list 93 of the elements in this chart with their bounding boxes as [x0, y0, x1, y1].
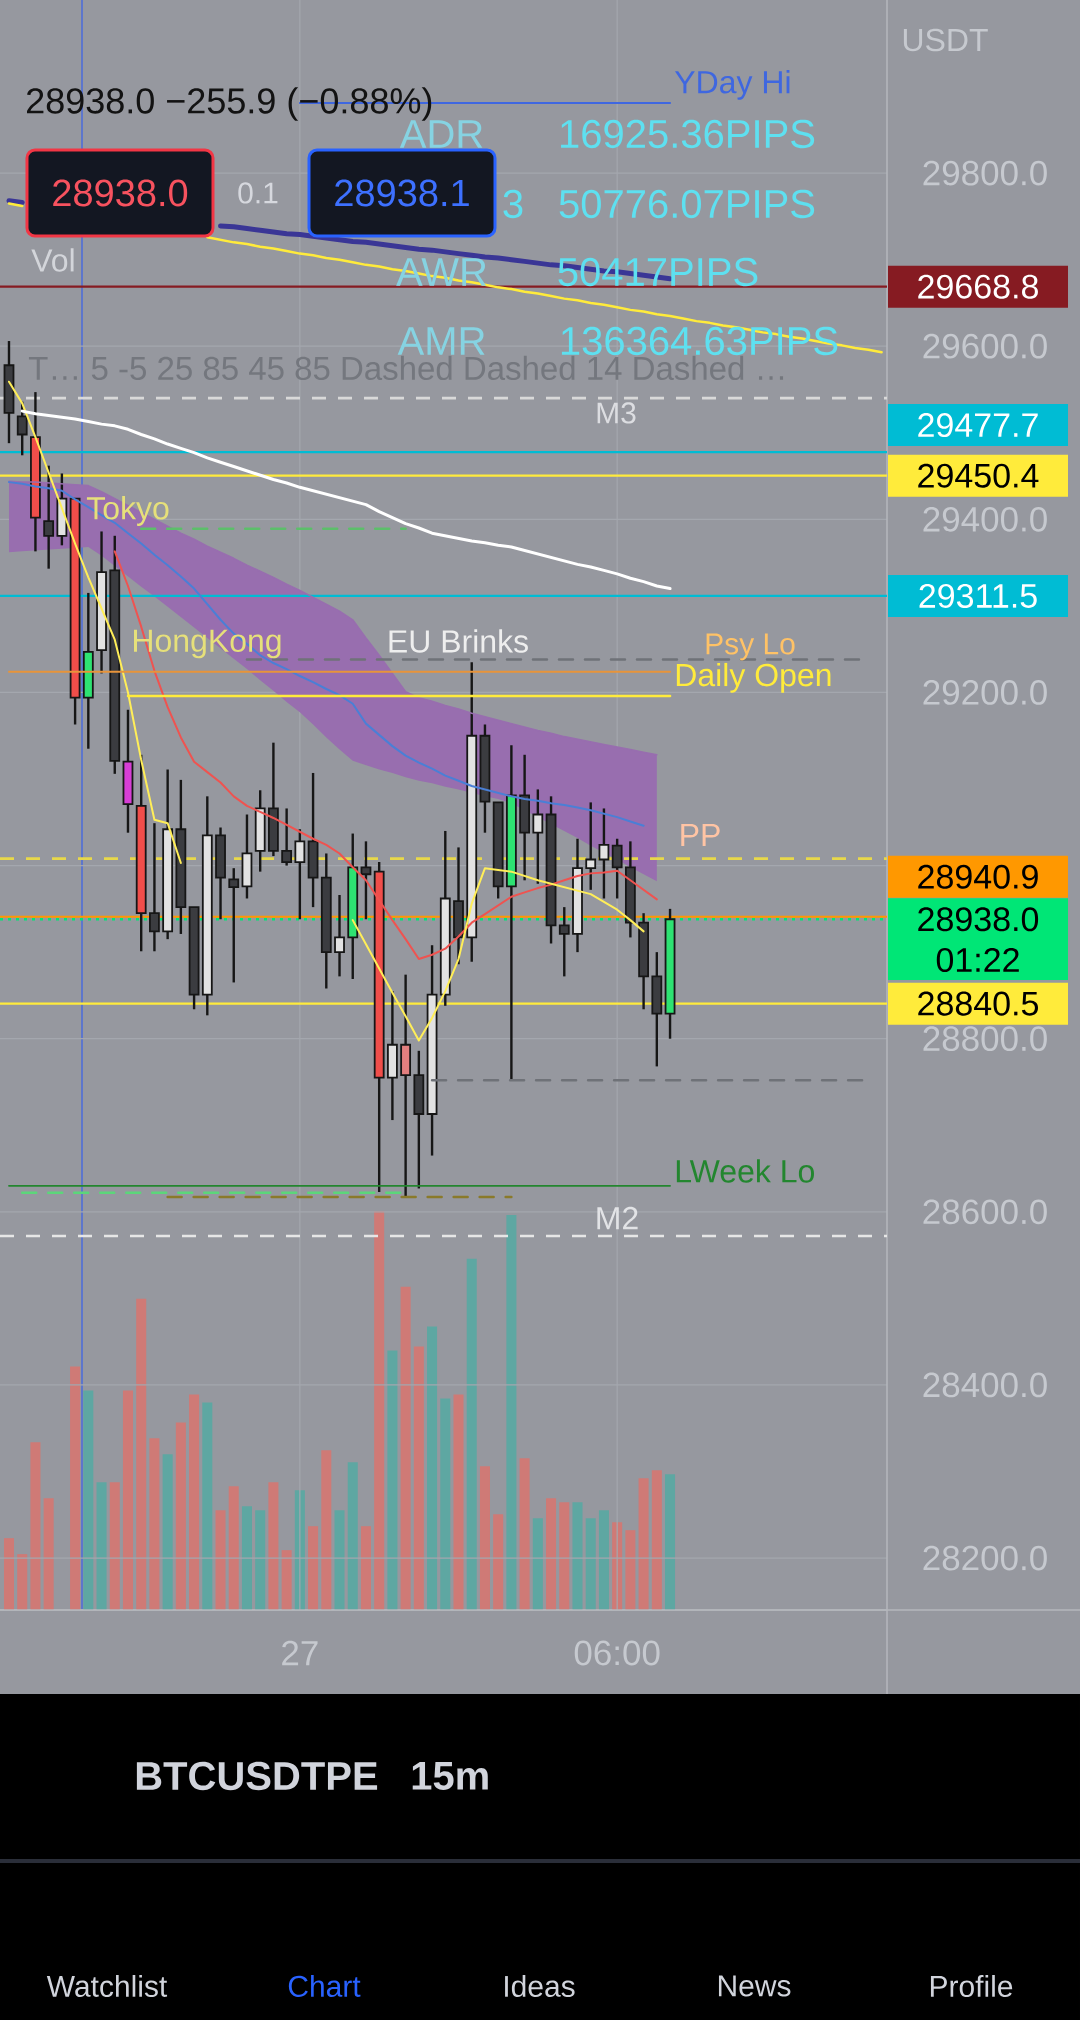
annotation: M3	[597, 402, 636, 424]
bar	[3, 1538, 15, 1610]
bar	[189, 1394, 200, 1610]
annotation: 16925.36PIPS	[561, 119, 815, 149]
bar	[268, 1482, 279, 1610]
annotation: AMR	[397, 327, 485, 355]
annotation: 50776.07PIPS	[559, 189, 815, 219]
bar	[625, 1530, 636, 1610]
candlestick	[43, 464, 55, 570]
bar	[413, 1346, 424, 1610]
text: BTCUSDTPE	[136, 1761, 378, 1791]
candlestick	[149, 821, 160, 953]
text: News	[718, 1975, 791, 1997]
text: Profile	[930, 1974, 1013, 1998]
bar	[572, 1502, 583, 1610]
bar	[400, 1286, 411, 1610]
bar	[109, 1482, 120, 1610]
annotation: M2	[597, 1206, 638, 1230]
bar	[453, 1394, 464, 1610]
bar	[440, 1398, 451, 1610]
annotation: EU Brinks	[389, 629, 528, 653]
bar	[43, 1498, 54, 1610]
text: Watchlist	[46, 1974, 168, 1998]
bar	[255, 1510, 266, 1610]
annotation: 28938.1	[335, 179, 469, 207]
bar	[321, 1450, 332, 1610]
bar	[30, 1442, 41, 1610]
candlestick	[558, 905, 570, 978]
bar	[241, 1506, 252, 1610]
bar	[360, 1526, 371, 1610]
bar	[149, 1438, 160, 1610]
candlestick	[611, 837, 623, 900]
ref-line-label: 29668.8	[918, 274, 1038, 299]
candlestick	[598, 807, 610, 900]
series-label: LWeek Lo	[676, 1159, 814, 1183]
bar	[122, 1390, 133, 1610]
bar	[215, 1510, 226, 1610]
bar	[506, 1214, 517, 1610]
candlestick	[294, 828, 306, 921]
ref-line-label: 28940.9	[918, 864, 1038, 889]
bar	[281, 1550, 292, 1610]
bar	[638, 1478, 649, 1610]
bar	[136, 1298, 147, 1610]
annotation: PP	[681, 823, 720, 846]
chart-title: Vol	[31, 248, 74, 272]
bar	[83, 1390, 94, 1610]
annotation: ADR	[399, 120, 483, 148]
bar	[585, 1518, 596, 1610]
text: Chart	[288, 1974, 361, 1998]
ref-line-label: 29311.5	[919, 583, 1037, 608]
bar	[347, 1462, 358, 1610]
bar	[96, 1482, 107, 1610]
bar	[70, 1366, 81, 1610]
bar	[427, 1326, 438, 1610]
bar	[493, 1514, 504, 1610]
bar	[466, 1258, 477, 1610]
bar	[175, 1422, 186, 1610]
bar	[374, 1210, 385, 1610]
ref-line-label: 29450.4	[918, 463, 1039, 488]
bar	[17, 1554, 28, 1610]
ref-line-label: 29477.7	[918, 413, 1038, 438]
bar	[308, 1526, 319, 1610]
bar	[479, 1466, 490, 1610]
bar	[519, 1458, 530, 1610]
bar	[228, 1486, 239, 1610]
bar	[598, 1510, 609, 1610]
text: 01:22	[936, 947, 1019, 973]
annotation: 28938.0	[53, 179, 188, 207]
bar	[546, 1498, 557, 1610]
bar	[162, 1454, 173, 1610]
candlestick	[360, 840, 372, 921]
bar	[651, 1470, 662, 1610]
series-label: Daily Open	[676, 662, 831, 693]
annotation: 136364.63PIPS	[561, 326, 838, 356]
candlestick	[334, 893, 345, 978]
candlestick	[281, 807, 293, 867]
bar	[559, 1502, 570, 1610]
candlestick	[532, 788, 544, 885]
ref-line-label: 28938.0	[918, 907, 1039, 932]
bar	[334, 1510, 345, 1610]
annotation: 3	[503, 189, 523, 219]
bar	[665, 1474, 676, 1610]
candlestick	[585, 801, 597, 892]
annotation: 0.1	[238, 182, 278, 204]
text: Ideas	[505, 1974, 575, 1998]
bar	[387, 1350, 398, 1610]
ref-line-label: 28840.5	[918, 991, 1039, 1016]
bar	[532, 1518, 543, 1610]
series-label: YDay Hi	[674, 69, 790, 100]
text: 15m	[412, 1762, 488, 1790]
bar	[202, 1402, 213, 1610]
annotation: Psy Lo	[706, 633, 795, 661]
candlestick	[228, 866, 240, 984]
